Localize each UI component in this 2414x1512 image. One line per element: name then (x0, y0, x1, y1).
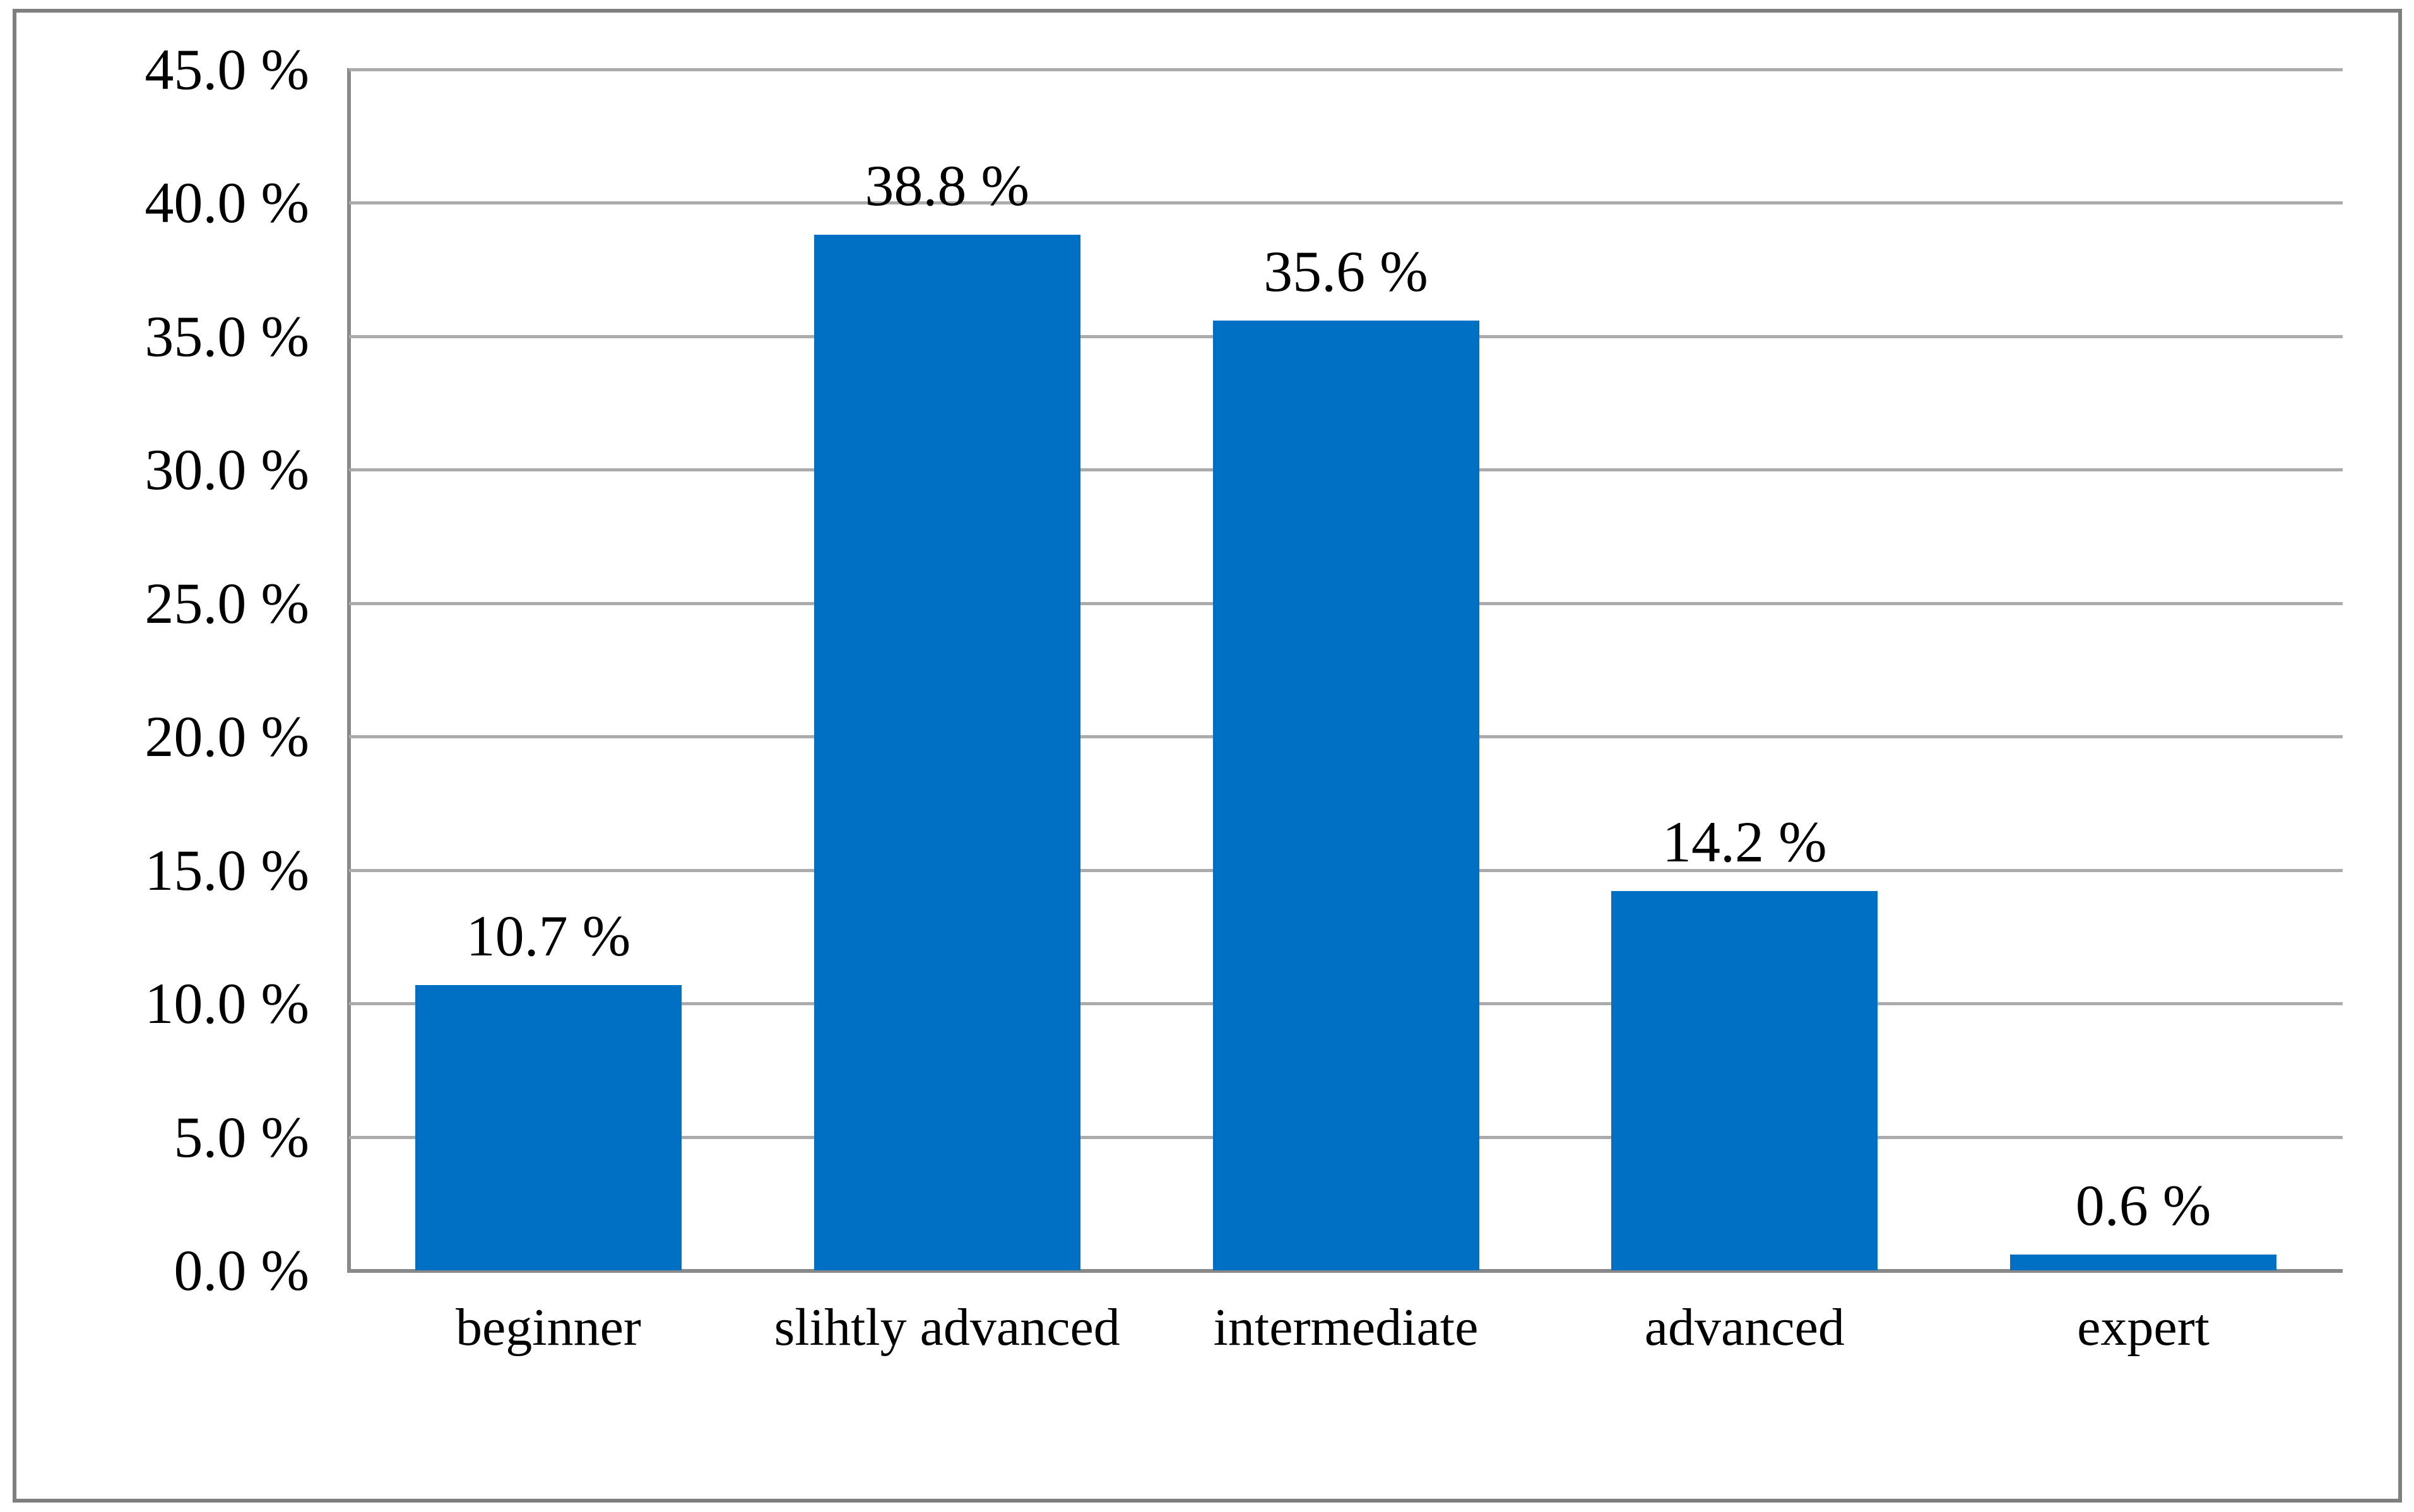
y-tick-label: 30.0 % (145, 437, 309, 502)
x-category-label-expert: expert (2077, 1298, 2210, 1357)
bar-beginner (415, 985, 682, 1270)
plot-area (349, 68, 2343, 1270)
bar-intermediate (1212, 321, 1479, 1270)
gridline-40 (349, 201, 2343, 205)
y-tick-label: 35.0 % (145, 304, 309, 369)
x-category-label-slihtly-advanced: slihtly advanced (774, 1298, 1120, 1357)
y-tick-label: 45.0 % (145, 37, 309, 102)
bar-value-label: 35.6 % (1263, 239, 1428, 304)
bar-advanced (1611, 891, 1878, 1270)
y-tick-label: 25.0 % (145, 570, 309, 635)
gridline-45 (349, 68, 2343, 71)
bar-value-label: 10.7 % (466, 903, 631, 968)
y-tick-label: 15.0 % (145, 837, 309, 902)
x-category-label-beginner: beginner (455, 1298, 641, 1357)
bar-value-label: 38.8 % (865, 153, 1030, 218)
y-axis-line (347, 68, 351, 1272)
bar-slihtly-advanced (814, 235, 1080, 1270)
y-tick-label: 0.0 % (174, 1238, 309, 1302)
chart-outer-border (13, 9, 2402, 1503)
y-tick-label: 40.0 % (145, 170, 309, 235)
x-axis-line (347, 1269, 2343, 1273)
x-category-label-intermediate: intermediate (1213, 1298, 1479, 1357)
bar-value-label: 0.6 % (2075, 1172, 2211, 1237)
y-tick-label: 10.0 % (145, 971, 309, 1036)
y-tick-label: 5.0 % (174, 1104, 309, 1169)
bar-expert (2010, 1255, 2277, 1270)
bar-value-label: 14.2 % (1662, 810, 1827, 875)
x-category-label-advanced: advanced (1644, 1298, 1845, 1357)
y-tick-label: 20.0 % (145, 704, 309, 769)
